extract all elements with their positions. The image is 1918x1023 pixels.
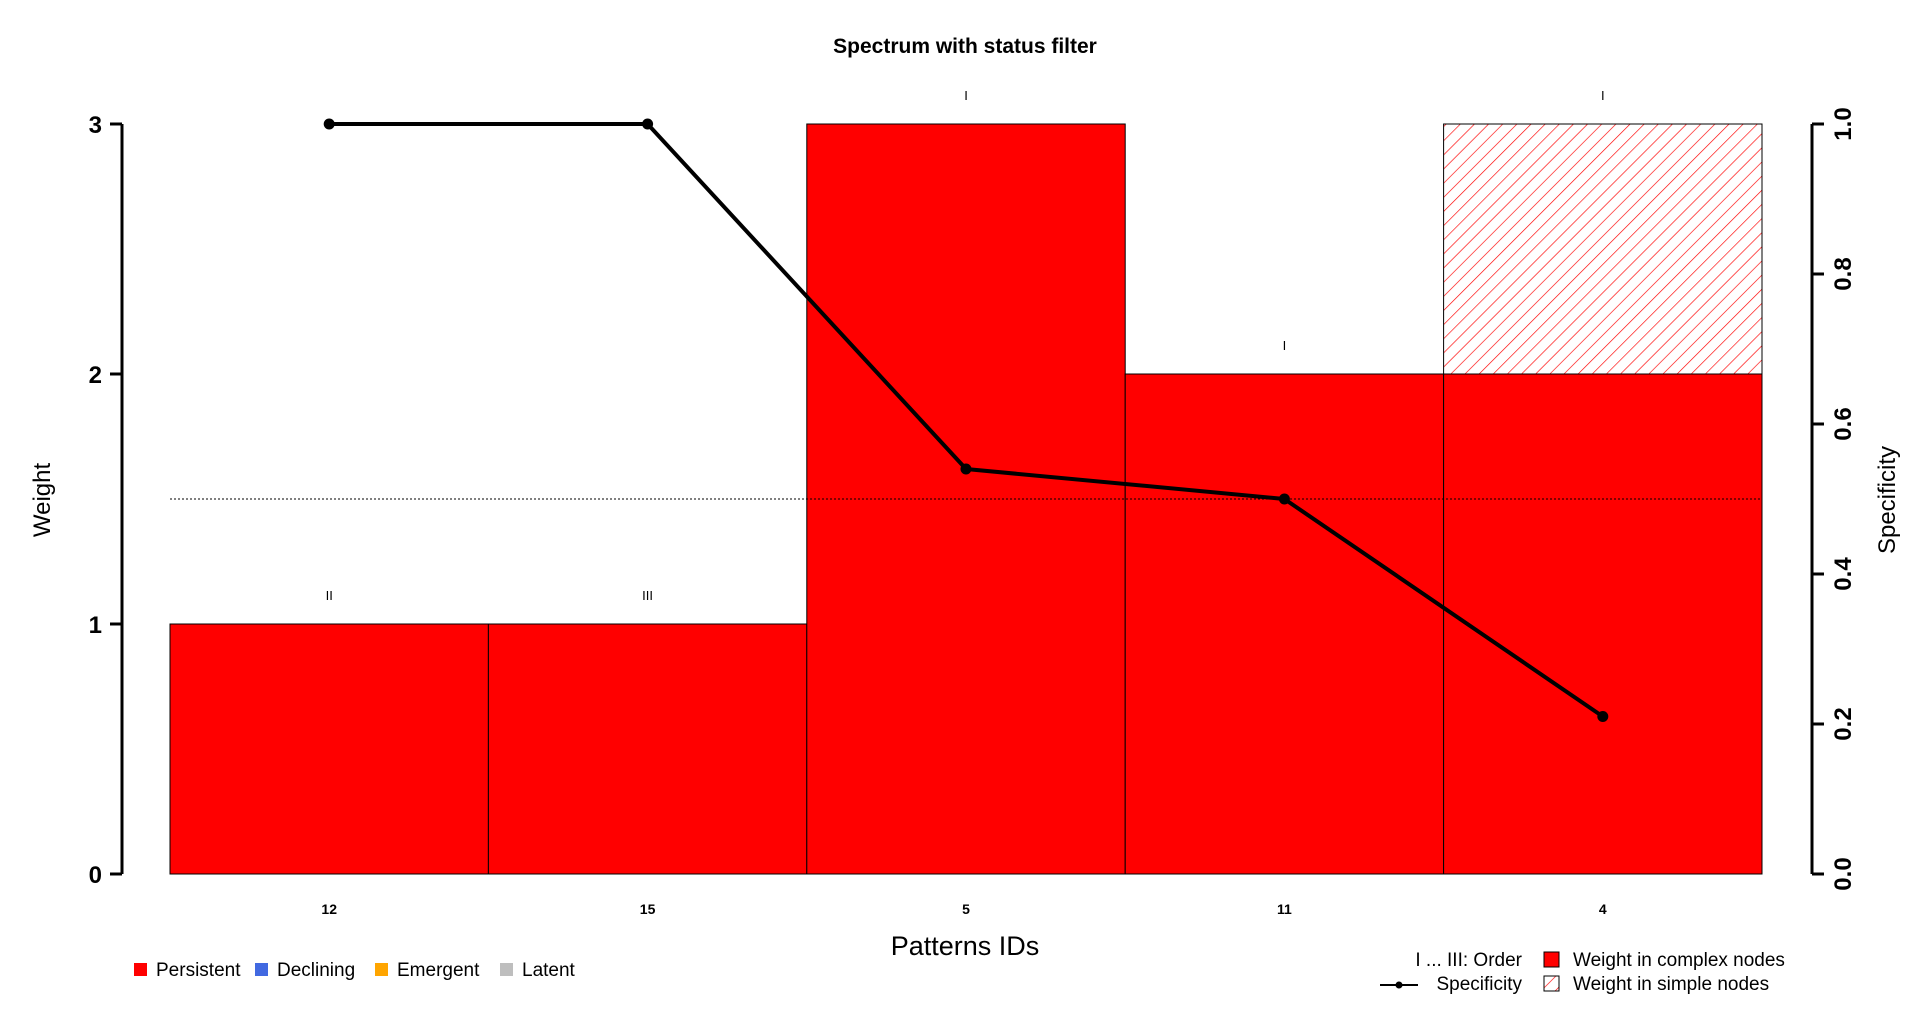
legend-specificity-text: Specificity [1436, 974, 1522, 995]
specificity-point-12 [323, 118, 335, 130]
specificity-tick-label: 0.2 [1830, 707, 1857, 740]
order-label-4: I [1601, 88, 1605, 103]
chart-title: Spectrum with status filter [833, 35, 1097, 58]
order-label-12: II [326, 588, 333, 603]
specificity-point-11 [1278, 493, 1290, 505]
status-label-latent: Latent [522, 960, 576, 981]
pattern-id-4: 4 [1599, 901, 1607, 917]
weight-tick-label: 0 [89, 862, 102, 889]
legend-specificity-marker [1395, 981, 1403, 989]
pattern-id-5: 5 [962, 901, 970, 917]
status-swatch-emergent [375, 963, 388, 976]
bar-complex-12 [169, 623, 489, 875]
x-axis-label: Patterns IDs [891, 931, 1040, 961]
pattern-id-11: 11 [1277, 901, 1292, 917]
specificity-tick-label: 0.8 [1830, 257, 1857, 290]
specificity-tick-label: 0.6 [1830, 407, 1857, 440]
specificity-tick-label: 1.0 [1830, 107, 1857, 140]
bar-complex-11 [1124, 373, 1445, 875]
legend-simple-text: Weight in simple nodes [1573, 974, 1769, 995]
status-label-declining: Declining [277, 960, 355, 981]
specificity-point-15 [642, 118, 654, 130]
pattern-id-labels: 12 15 5 11 4 [321, 901, 1606, 917]
status-label-emergent: Emergent [397, 960, 480, 981]
order-label-15: III [642, 588, 653, 603]
order-label-11: I [1283, 338, 1287, 353]
specificity-line-layer [323, 118, 1609, 722]
weight-tick-label: 3 [89, 112, 102, 139]
info-legend: I ... III: Order Specificity Weight in c… [1380, 950, 1785, 995]
specificity-point-5 [960, 463, 972, 475]
weight-axis: 0 1 2 3 [89, 112, 124, 889]
pattern-id-15: 15 [640, 901, 656, 917]
status-label-persistent: Persistent [156, 960, 241, 981]
legend-complex-text: Weight in complex nodes [1573, 950, 1785, 971]
legend-order-text: I ... III: Order [1415, 950, 1522, 971]
specificity-tick-label: 0.4 [1830, 557, 1857, 591]
weight-tick-label: 2 [89, 362, 102, 389]
bar-simple-4 [1443, 123, 1763, 375]
status-swatch-persistent [134, 963, 147, 976]
legend-complex-swatch [1543, 951, 1560, 968]
status-swatch-declining [255, 963, 268, 976]
bar-complex-15 [487, 623, 808, 875]
weight-axis-label: Weight [29, 463, 56, 538]
specificity-axis-label: Specificity [1874, 446, 1901, 554]
bar-complex-4 [1443, 373, 1763, 875]
order-label-5: I [964, 88, 968, 103]
specificity-point-4 [1597, 711, 1609, 722]
specificity-axis: 0.0 0.2 0.4 0.6 0.8 1.0 [1810, 107, 1857, 891]
weight-tick-label: 1 [89, 612, 102, 639]
pattern-id-12: 12 [321, 901, 337, 917]
legend-simple-swatch [1543, 975, 1560, 992]
specificity-tick-label: 0.0 [1830, 857, 1857, 890]
status-swatch-latent [500, 963, 513, 976]
status-legend: Persistent Declining Emergent Latent [134, 960, 576, 981]
